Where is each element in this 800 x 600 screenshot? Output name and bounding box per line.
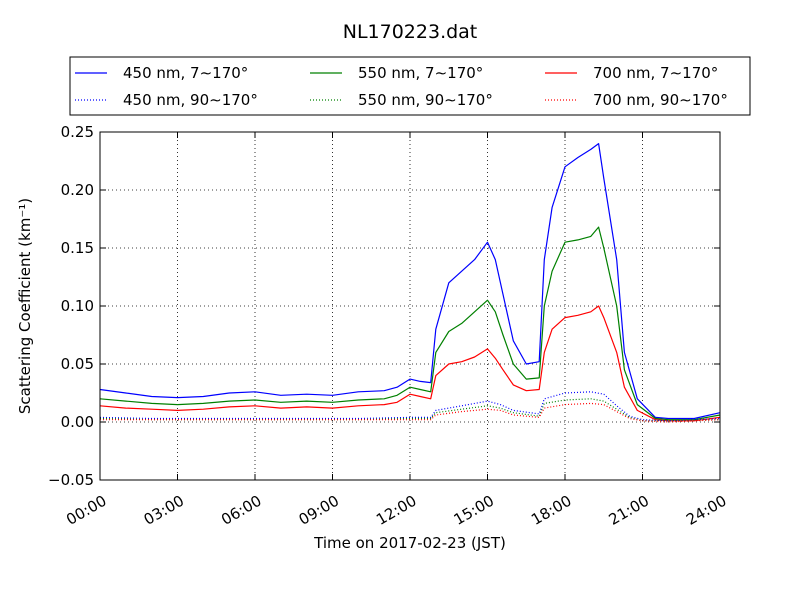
axis-ticks: 00:00 03:00 06:00 09:00 12:00 15:00 18:00 21:00…	[48, 123, 730, 529]
y-tick-label: 0.10	[61, 297, 94, 315]
y-tick-label: 0.20	[61, 181, 94, 199]
legend-label: 700 nm, 7∼170°	[593, 64, 718, 82]
grid	[100, 132, 720, 480]
chart-title: NL170223.dat	[343, 21, 478, 43]
series-line	[99, 143, 721, 420]
series-line	[99, 226, 721, 421]
legend-label: 550 nm, 90∼170°	[358, 91, 493, 109]
x-tick-label: 03:00	[141, 492, 187, 529]
legend-box	[69, 56, 751, 116]
series-line	[100, 402, 721, 423]
x-tick-label: 12:00	[373, 492, 419, 529]
y-tick-label: 0.05	[61, 355, 94, 373]
x-tick-label: 15:00	[451, 492, 497, 529]
y-tick-label: −0.05	[48, 471, 94, 489]
x-tick-label: 09:00	[296, 492, 342, 529]
y-tick-label: 0.15	[61, 239, 94, 257]
x-axis-label: Time on 2017-02-23 (JST)	[313, 534, 506, 552]
legend-label: 450 nm, 90∼170°	[123, 91, 258, 109]
series-line	[99, 305, 721, 422]
legend-label: 550 nm, 7∼170°	[358, 64, 483, 82]
y-tick-label: 0.00	[61, 413, 94, 431]
legend-label: 450 nm, 7∼170°	[123, 64, 248, 82]
legend-label: 700 nm, 90∼170°	[593, 91, 728, 109]
series-lines	[99, 143, 721, 423]
y-axis-label: Scattering Coefficient (km⁻¹)	[16, 198, 34, 414]
series-line	[99, 391, 721, 422]
y-tick-label: 0.25	[61, 123, 94, 141]
x-tick-label: 00:00	[63, 492, 109, 529]
x-tick-label: 18:00	[528, 492, 574, 529]
x-tick-label: 21:00	[606, 492, 652, 529]
x-tick-label: 06:00	[218, 492, 264, 529]
legend: 450 nm, 7∼170° 550 nm, 7∼170° 700 nm, 7∼17…	[69, 56, 751, 116]
x-tick-label: 24:00	[683, 492, 729, 529]
